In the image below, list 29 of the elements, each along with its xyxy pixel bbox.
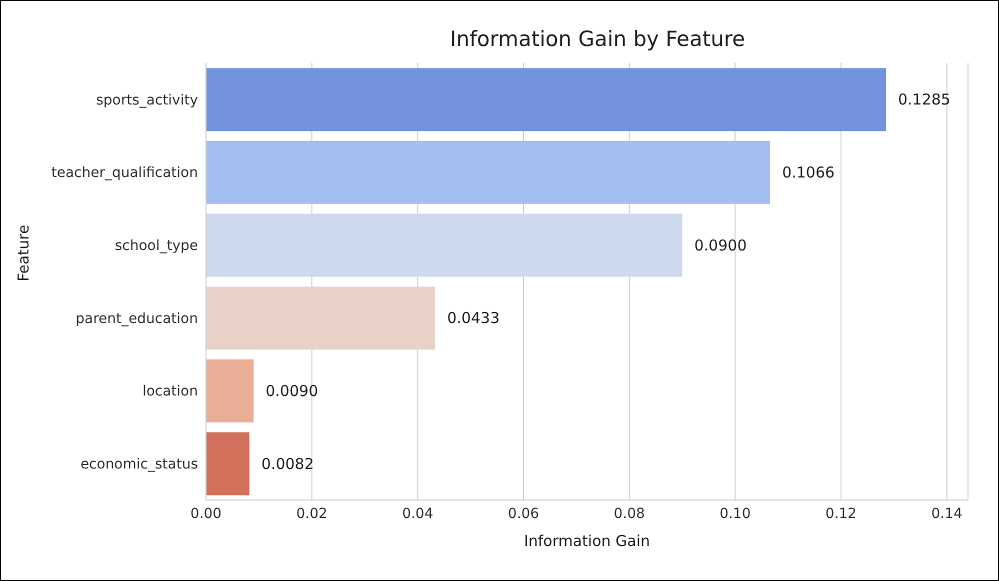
y-axis-title: Feature bbox=[14, 224, 32, 282]
y-tick-label: teacher_qualification bbox=[51, 165, 198, 182]
data-label: 0.0433 bbox=[447, 309, 500, 328]
x-tick-label: 0.08 bbox=[614, 506, 645, 522]
x-tick-label: 0.12 bbox=[825, 506, 857, 522]
data-label: 0.1285 bbox=[898, 90, 950, 109]
y-tick-label: parent_education bbox=[76, 310, 198, 327]
bar bbox=[206, 68, 886, 132]
bar bbox=[206, 140, 770, 204]
x-tick-label: 0.04 bbox=[402, 506, 434, 522]
y-tick-label: economic_status bbox=[80, 456, 198, 473]
y-tick-label: sports_activity bbox=[96, 92, 198, 108]
x-tick-label: 0.00 bbox=[190, 506, 222, 522]
x-tick-label: 0.06 bbox=[508, 506, 540, 522]
data-label: 0.0082 bbox=[261, 454, 314, 473]
bar bbox=[206, 214, 682, 277]
chart-title: Information Gain by Feature bbox=[449, 27, 746, 51]
bar bbox=[206, 432, 250, 496]
data-label: 0.1066 bbox=[782, 163, 835, 182]
bar bbox=[206, 286, 436, 350]
x-tick-label: 0.14 bbox=[931, 506, 963, 522]
x-axis-title: Information Gain bbox=[524, 532, 650, 550]
x-tick-label: 0.02 bbox=[296, 506, 328, 522]
data-label: 0.0090 bbox=[266, 382, 318, 400]
y-tick-label: school_type bbox=[114, 238, 198, 254]
bar bbox=[206, 359, 254, 422]
y-tick-label: location bbox=[142, 384, 198, 400]
x-tick-label: 0.10 bbox=[720, 506, 751, 522]
data-label: 0.0900 bbox=[694, 236, 747, 254]
